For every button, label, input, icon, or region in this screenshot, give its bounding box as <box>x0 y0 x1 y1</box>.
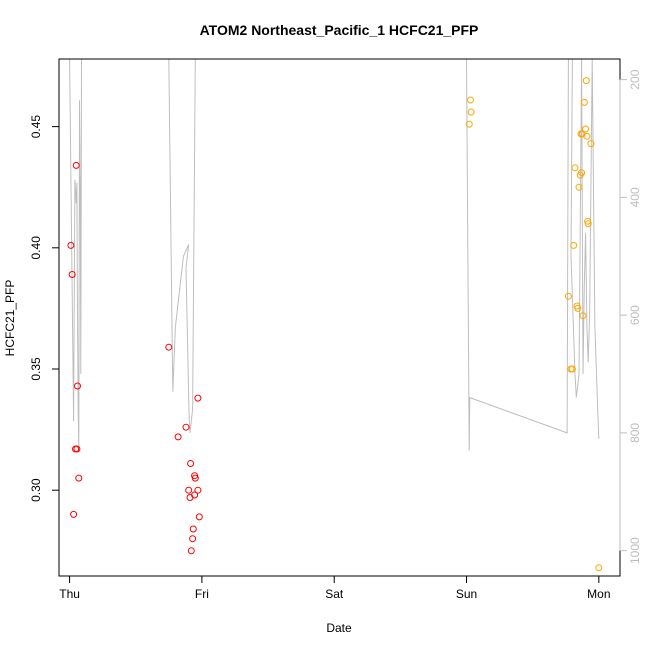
right-tick-label: 1000 <box>628 537 642 564</box>
data-point <box>187 460 195 467</box>
data-point <box>568 365 576 373</box>
data-point <box>70 510 78 518</box>
data-point <box>189 525 197 533</box>
right-tick-label: 400 <box>628 187 642 207</box>
chart-title: ATOM2 Northeast_Pacific_1 HCFC21_PFP <box>200 22 479 38</box>
data-point <box>595 564 603 572</box>
x-tick-label: Thu <box>59 587 80 601</box>
right-tick-label: 600 <box>628 305 642 325</box>
right-axis: 200 400 600 800 1000 <box>619 69 642 564</box>
y-axis-label: HCFC21_PFP <box>3 280 17 357</box>
y-tick-label: 0.35 <box>29 357 43 381</box>
data-point <box>182 423 190 431</box>
pressure-profile-line <box>69 59 600 451</box>
y-tick-label: 0.45 <box>29 115 43 139</box>
data-point <box>564 292 572 300</box>
data-point <box>465 120 473 128</box>
data-point <box>165 343 173 351</box>
data-point <box>195 513 203 521</box>
data-point <box>584 220 592 228</box>
data-point <box>189 535 197 543</box>
data-point <box>583 132 591 140</box>
right-tick-label: 800 <box>628 423 642 443</box>
data-point <box>580 98 588 106</box>
points-layer <box>67 77 603 572</box>
right-tick-label: 200 <box>628 69 642 89</box>
data-point <box>467 108 475 116</box>
data-point <box>174 433 182 441</box>
data-point <box>185 486 193 494</box>
data-point <box>68 271 76 278</box>
data-point <box>579 312 587 320</box>
data-point <box>73 445 81 453</box>
data-point <box>570 241 578 249</box>
x-tick-label: Mon <box>587 587 610 601</box>
y-tick-label: 0.30 <box>29 478 43 502</box>
data-point <box>575 183 583 191</box>
data-point <box>191 472 199 480</box>
data-point <box>587 140 595 148</box>
data-point <box>75 474 83 482</box>
x-tick-label: Sat <box>325 587 344 601</box>
data-point <box>582 125 590 133</box>
data-point <box>74 382 81 390</box>
x-axis-label: Date <box>326 621 352 635</box>
data-point <box>191 491 199 499</box>
data-point <box>67 241 75 249</box>
x-tick-label: Fri <box>195 587 209 601</box>
data-point <box>582 77 590 85</box>
data-point <box>467 96 474 104</box>
data-point <box>571 164 579 172</box>
data-point <box>187 547 195 555</box>
data-point <box>194 394 202 402</box>
data-point <box>194 486 202 494</box>
data-point <box>578 169 586 177</box>
x-tick-label: Sun <box>456 587 477 601</box>
y-axis: 0.30 0.35 0.40 0.45 <box>29 115 60 502</box>
profile-layer <box>69 59 600 451</box>
y-tick-label: 0.40 <box>29 236 43 260</box>
data-point <box>72 161 80 169</box>
x-axis: Thu Fri Sat Sun Mon <box>59 575 611 601</box>
data-point <box>574 304 582 312</box>
